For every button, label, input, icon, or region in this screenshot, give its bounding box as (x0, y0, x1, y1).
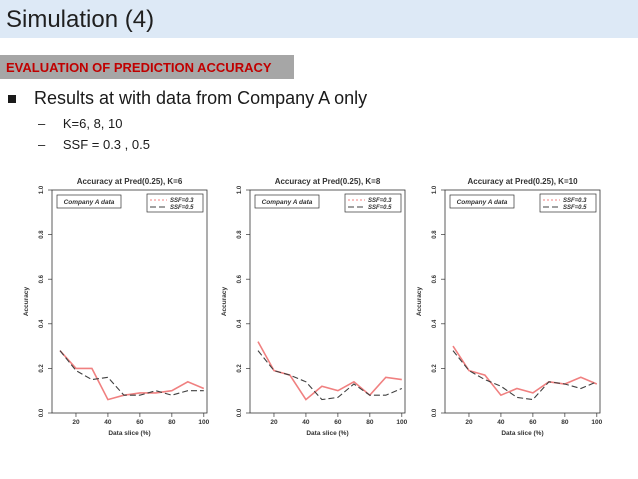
x-tick-label: 80 (168, 419, 176, 426)
y-tick-label: 0.4 (432, 319, 438, 328)
legend-series-label: SSF=0.5 (368, 205, 392, 211)
x-tick-label: 40 (302, 419, 310, 426)
x-tick-label: 80 (366, 419, 374, 426)
series-line-ssf05 (452, 350, 598, 401)
x-tick-label: 100 (198, 419, 209, 426)
sub-bullet-ssf: – SSF = 0.3 , 0.5 (38, 137, 150, 152)
x-axis-label: Data slice (%) (501, 430, 543, 437)
y-tick-label: 0.2 (237, 364, 243, 373)
x-tick-label: 20 (72, 419, 80, 426)
bullet-text: Results at with data from Company A only (34, 88, 368, 108)
plot-frame (249, 189, 406, 414)
legend-series-label: SSF=0.3 (368, 198, 392, 204)
plot-frame (444, 189, 601, 414)
x-tick-label: 40 (497, 419, 505, 426)
square-bullet-icon (8, 94, 16, 103)
chart-title: Accuracy at Pred(0.25), K=6 (77, 177, 183, 186)
chart-panel-2: Accuracy at Pred(0.25), K=10 0.0 0.2 0.4 0.6… (416, 177, 603, 437)
y-tick-label: 0.4 (39, 319, 45, 328)
title-bar: Simulation (4) (0, 0, 638, 38)
y-tick-label: 0.8 (432, 230, 438, 239)
plot-frame (51, 189, 208, 414)
legend-company-label: Company A data (64, 199, 115, 206)
y-tick-label: 1.0 (432, 185, 438, 194)
x-axis-label: Data slice (%) (306, 430, 348, 437)
legend-series-label: SSF=0.3 (170, 198, 194, 204)
x-tick-label: 80 (561, 419, 569, 426)
legend-box-company (254, 194, 320, 209)
x-tick-label: 60 (529, 419, 537, 426)
x-tick-label: 60 (136, 419, 144, 426)
series-line-ssf03 (59, 350, 205, 401)
x-tick-label: 20 (465, 419, 473, 426)
sub-bullet-text: SSF = 0.3 , 0.5 (62, 137, 150, 152)
bullet-item: Results at with data from Company A only (8, 88, 367, 109)
y-tick-label: 0.0 (432, 408, 438, 417)
y-tick-label: 0.0 (237, 408, 243, 417)
chart-panel-1: Accuracy at Pred(0.25), K=8 0.0 0.2 0.4 0.6 0… (221, 177, 408, 437)
legend-company-label: Company A data (457, 199, 508, 206)
legend-box-company (56, 194, 122, 209)
x-tick-label: 100 (396, 419, 407, 426)
series-line-ssf03 (452, 345, 598, 397)
slide-title: Simulation (4) (6, 6, 155, 33)
legend-series-label: SSF=0.3 (563, 198, 587, 204)
series-line-ssf05 (59, 350, 204, 396)
y-tick-label: 1.0 (237, 185, 243, 194)
chart-title: Accuracy at Pred(0.25), K=8 (275, 177, 381, 186)
chart-title: Accuracy at Pred(0.25), K=10 (467, 177, 578, 186)
y-tick-label: 0.8 (237, 230, 243, 239)
series-line-ssf03 (257, 341, 402, 401)
y-tick-label: 0.6 (432, 274, 438, 283)
sub-bullet-text: K=6, 8, 10 (62, 116, 123, 131)
dash-icon: – (38, 116, 46, 131)
legend-series-label: SSF=0.5 (170, 205, 194, 211)
x-tick-label: 100 (591, 419, 602, 426)
sub-bullet-k: – K=6, 8, 10 (38, 116, 123, 131)
dash-icon: – (38, 137, 46, 152)
legend-series-label: SSF=0.5 (563, 205, 587, 211)
y-tick-label: 0.2 (432, 364, 438, 373)
legend-box-company (449, 194, 515, 209)
x-tick-label: 40 (104, 419, 112, 426)
x-tick-label: 60 (334, 419, 342, 426)
series-line-ssf05 (257, 350, 403, 401)
y-axis-label: Accuracy (221, 286, 228, 316)
y-tick-label: 0.6 (39, 274, 45, 283)
section-tag: EVALUATION OF PREDICTION ACCURACY (0, 55, 294, 79)
y-axis-label: Accuracy (23, 286, 30, 316)
section-label: EVALUATION OF PREDICTION ACCURACY (6, 60, 272, 75)
y-tick-label: 0.2 (39, 364, 45, 373)
y-tick-label: 0.0 (39, 408, 45, 417)
y-tick-label: 1.0 (39, 185, 45, 194)
charts-area: Accuracy at Pred(0.25), K=6 0.0 0.2 0.4 0.6 0… (23, 177, 603, 437)
chart-panel-0: Accuracy at Pred(0.25), K=6 0.0 0.2 0.4 0.6 0… (23, 177, 210, 437)
y-axis-label: Accuracy (416, 286, 423, 316)
y-tick-label: 0.6 (237, 274, 243, 283)
legend-company-label: Company A data (262, 199, 313, 206)
x-tick-label: 20 (270, 419, 278, 426)
y-tick-label: 0.8 (39, 230, 45, 239)
x-axis-label: Data slice (%) (108, 430, 150, 437)
y-tick-label: 0.4 (237, 319, 243, 328)
